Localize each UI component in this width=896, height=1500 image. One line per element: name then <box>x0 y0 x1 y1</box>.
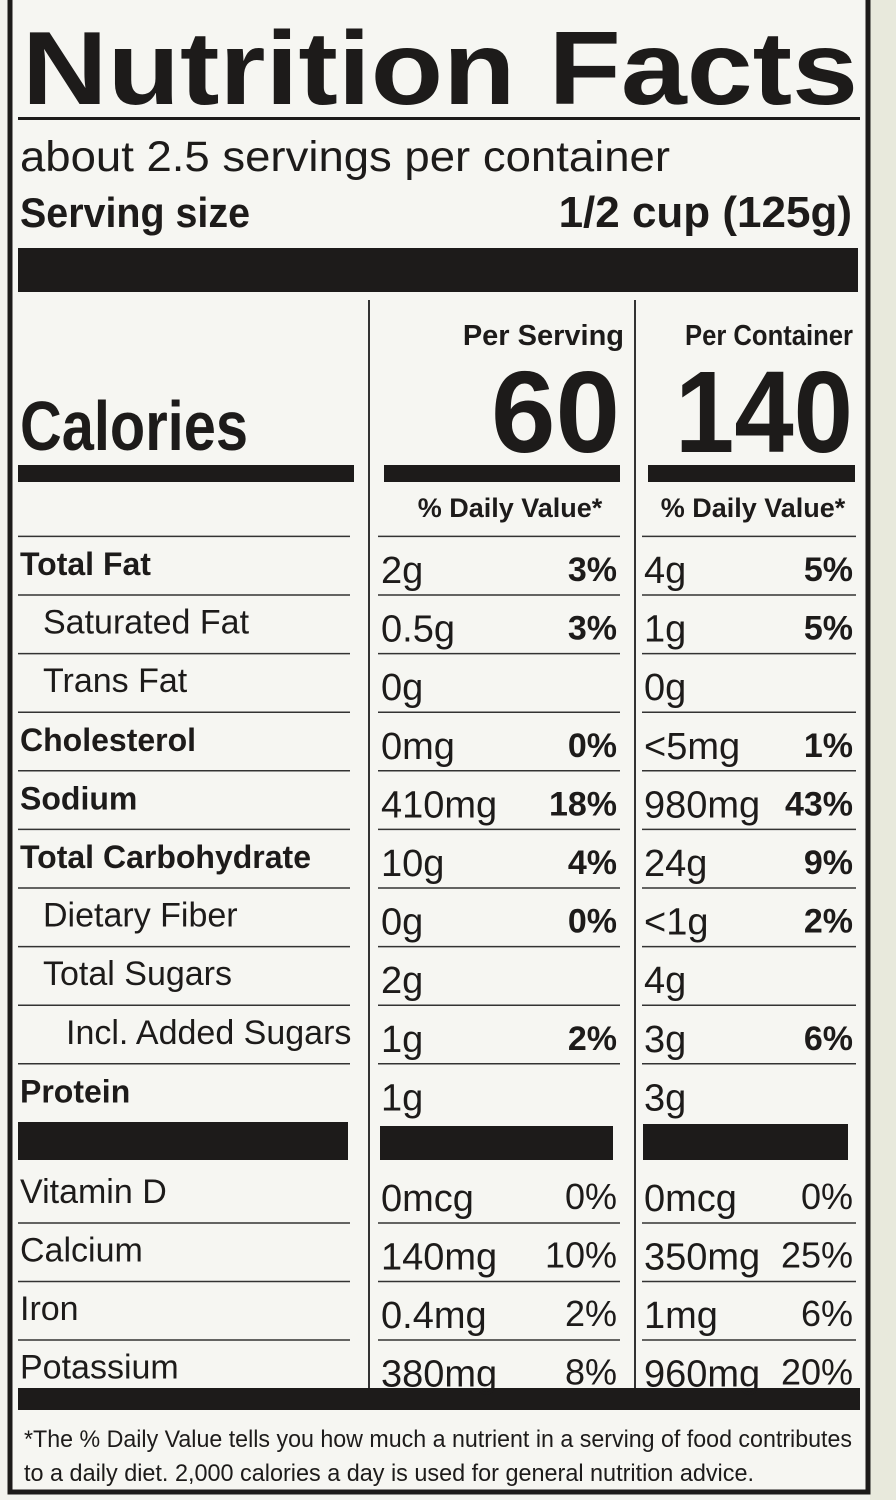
daily-value: 25% <box>781 1235 853 1276</box>
amount: 1g <box>644 609 686 651</box>
daily-value: 2% <box>804 903 853 941</box>
daily-value: 5% <box>804 610 853 648</box>
amount: 1g <box>381 1077 423 1119</box>
bar <box>643 1124 848 1160</box>
daily-value: 18% <box>549 785 617 823</box>
thick-bar <box>18 1388 860 1410</box>
daily-value: 43% <box>785 785 853 823</box>
amount: 0g <box>381 902 423 944</box>
title: Nutrition Facts <box>22 11 858 127</box>
calories-serving: 60 <box>491 347 620 477</box>
amount: 2g <box>381 960 423 1002</box>
nutrient-name: Total Fat <box>20 546 151 582</box>
amount: 10g <box>381 843 444 885</box>
nutrient-name: Total Carbohydrate <box>20 839 311 875</box>
amount: 24g <box>644 843 707 885</box>
nutrient-name: Calcium <box>20 1232 143 1270</box>
footnote: *The % Daily Value tells you how much a … <box>24 1426 852 1453</box>
amount: <5mg <box>644 726 740 768</box>
amount: 1mg <box>644 1295 718 1337</box>
serving-size-value: 1/2 cup (125g) <box>559 188 852 237</box>
bar <box>380 1126 613 1160</box>
amount: 4g <box>644 550 686 592</box>
amount: 980mg <box>644 784 760 826</box>
amount: 0mg <box>381 726 455 768</box>
footnote: to a daily diet. 2,000 calories a day is… <box>24 1460 754 1487</box>
nutrient-name: Sodium <box>20 780 137 816</box>
amount: 0g <box>644 667 686 709</box>
nutrient-name: Dietary Fiber <box>43 897 238 935</box>
bar <box>648 465 855 482</box>
daily-value: 2% <box>568 1020 617 1058</box>
daily-value: 4% <box>568 844 617 882</box>
daily-value: 0% <box>801 1176 853 1217</box>
servings: about 2.5 servings per container <box>20 133 670 181</box>
daily-value: 9% <box>804 844 853 882</box>
nutrient-name: Potassium <box>20 1349 179 1387</box>
amount: 3g <box>644 1077 686 1119</box>
daily-value: 3% <box>568 610 617 648</box>
amount: 3g <box>644 1019 686 1061</box>
daily-value: 20% <box>781 1352 853 1393</box>
nutrient-name: Iron <box>20 1290 79 1328</box>
calories-label: Calories <box>20 387 248 465</box>
daily-value: 8% <box>565 1352 617 1393</box>
daily-value: 0% <box>565 1176 617 1217</box>
amount: 350mg <box>644 1237 760 1279</box>
amount: <1g <box>644 902 708 944</box>
nutrient-name: Vitamin D <box>20 1173 167 1211</box>
daily-value: 10% <box>545 1235 617 1276</box>
amount: 2g <box>381 550 423 592</box>
dv-header: % Daily Value* <box>418 493 603 523</box>
daily-value: 5% <box>804 551 853 589</box>
amount: 380mg <box>381 1354 497 1396</box>
daily-value: 2% <box>565 1293 617 1334</box>
amount: 960mg <box>644 1354 760 1396</box>
rule <box>18 117 860 120</box>
amount: 0.5g <box>381 609 455 651</box>
amount: 1g <box>381 1019 423 1061</box>
amount: 0.4mg <box>381 1295 487 1337</box>
nutrient-name: Saturated Fat <box>43 604 250 642</box>
amount: 4g <box>644 960 686 1002</box>
nutrient-name: Cholesterol <box>20 722 196 758</box>
daily-value: 3% <box>568 551 617 589</box>
bar <box>18 1122 348 1160</box>
nutrient-name: Protein <box>20 1073 130 1109</box>
nutrient-name: Trans Fat <box>43 662 188 700</box>
daily-value: 0% <box>568 727 617 765</box>
serving-size-label: Serving size <box>20 189 250 236</box>
amount: 0mcg <box>381 1178 474 1220</box>
side-strip <box>870 0 896 1500</box>
bar <box>18 465 354 482</box>
nutrient-name: Incl. Added Sugars <box>66 1014 351 1052</box>
nutrient-name: Total Sugars <box>43 955 232 993</box>
per-serving-header: Per Serving <box>463 320 624 352</box>
bar <box>384 465 620 482</box>
amount: 0mcg <box>644 1178 737 1220</box>
daily-value: 6% <box>801 1293 853 1334</box>
rows: Total Fat 2g 4g 3% 5% Saturated Fat 0.5g 1g 3% 5%… <box>18 535 856 1396</box>
per-container-header: Per Container <box>685 320 853 352</box>
thick-bar <box>18 248 858 292</box>
amount: 410mg <box>381 784 497 826</box>
amount: 0g <box>381 667 423 709</box>
daily-value: 1% <box>804 727 853 765</box>
daily-value: 6% <box>804 1020 853 1058</box>
dv-header: % Daily Value* <box>661 493 846 523</box>
calories-container: 140 <box>675 347 853 477</box>
daily-value: 0% <box>568 903 617 941</box>
amount: 140mg <box>381 1237 497 1279</box>
